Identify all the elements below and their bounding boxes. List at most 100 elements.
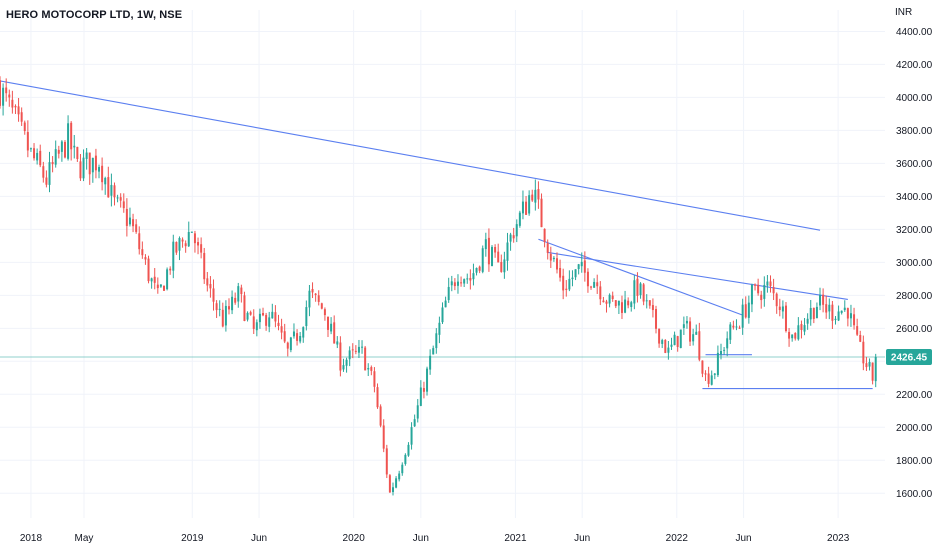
candle <box>265 312 268 331</box>
candle <box>429 349 432 375</box>
candle-body <box>336 341 339 345</box>
candle-body <box>14 105 17 108</box>
candle <box>822 288 825 313</box>
candle-body <box>156 284 159 289</box>
candle <box>506 232 509 271</box>
candle-body <box>831 304 834 321</box>
y-tick-label: 4000.00 <box>896 93 932 104</box>
candle-body <box>574 269 577 278</box>
candle-body <box>23 122 26 132</box>
candle-body <box>797 325 800 340</box>
candle-body <box>444 300 447 308</box>
candle <box>190 231 193 233</box>
candle-body <box>701 360 704 374</box>
candle-body <box>280 326 283 333</box>
candle <box>311 282 314 299</box>
grid <box>0 10 885 518</box>
candle <box>63 140 66 159</box>
candle-body <box>234 297 237 303</box>
candle <box>249 310 252 316</box>
candle-body <box>116 197 119 199</box>
candle-body <box>723 349 726 351</box>
candle-body <box>716 352 719 376</box>
candle <box>543 228 546 248</box>
candle <box>323 307 326 321</box>
candle <box>723 347 726 355</box>
x-tick-label: 2023 <box>827 533 850 544</box>
candle <box>404 453 407 466</box>
candle-body <box>209 284 212 289</box>
candle <box>645 294 648 309</box>
candle <box>843 300 846 312</box>
candle-body <box>70 122 73 150</box>
candle <box>209 276 212 298</box>
candle <box>620 295 623 320</box>
candle <box>144 254 147 265</box>
candle <box>815 302 818 319</box>
candle <box>280 318 283 340</box>
candle <box>135 219 138 234</box>
candle-body <box>750 284 753 305</box>
candle-body <box>277 322 280 326</box>
candle <box>305 300 308 331</box>
candle <box>661 338 664 349</box>
candle-body <box>580 261 583 267</box>
candle <box>45 170 48 188</box>
candle <box>639 282 642 299</box>
candle <box>342 358 345 372</box>
y-tick-label: 2800.00 <box>896 291 932 302</box>
candle <box>286 341 289 357</box>
candle <box>435 328 438 354</box>
candle-body <box>73 145 76 148</box>
candle <box>528 190 531 216</box>
candle-body <box>395 478 398 488</box>
candle-body <box>54 149 57 165</box>
candle <box>23 120 26 135</box>
candle <box>361 340 364 354</box>
candle-body <box>534 189 537 203</box>
candle-body <box>327 316 330 330</box>
candle-body <box>456 281 459 286</box>
candle-body <box>215 303 218 311</box>
candle <box>391 482 394 496</box>
candle-body <box>528 195 531 214</box>
candle <box>274 305 277 328</box>
candle <box>750 283 753 313</box>
candle <box>67 115 70 161</box>
candle-body <box>865 363 868 368</box>
candle <box>738 325 741 329</box>
candle <box>277 314 280 331</box>
candle-body <box>435 333 438 349</box>
candle-body <box>503 259 506 273</box>
candle-body <box>163 285 166 291</box>
y-tick-label: 1600.00 <box>896 489 932 500</box>
candle-body <box>76 146 79 159</box>
candle <box>11 90 14 114</box>
candle-body <box>837 311 840 321</box>
candle-body <box>246 312 249 320</box>
candle-body <box>339 342 342 371</box>
candle <box>729 322 732 345</box>
candle <box>552 256 555 262</box>
candle-body <box>494 247 497 253</box>
candle <box>29 147 32 152</box>
candle-body <box>636 278 639 296</box>
currency-label: INR <box>895 7 913 18</box>
candle <box>713 372 716 380</box>
candle-body <box>828 304 831 312</box>
candle-body <box>231 296 234 311</box>
candle <box>726 331 729 357</box>
candle <box>664 339 667 354</box>
candle <box>444 296 447 308</box>
candle-body <box>481 248 484 272</box>
candle-body <box>135 224 138 232</box>
candle <box>113 182 116 206</box>
candle <box>119 193 122 208</box>
candle <box>227 298 230 315</box>
chart-title: HERO MOTOCORP LTD, 1W, NSE <box>6 9 183 21</box>
candle-body <box>698 331 701 360</box>
candle <box>781 300 784 319</box>
candle <box>633 275 636 310</box>
